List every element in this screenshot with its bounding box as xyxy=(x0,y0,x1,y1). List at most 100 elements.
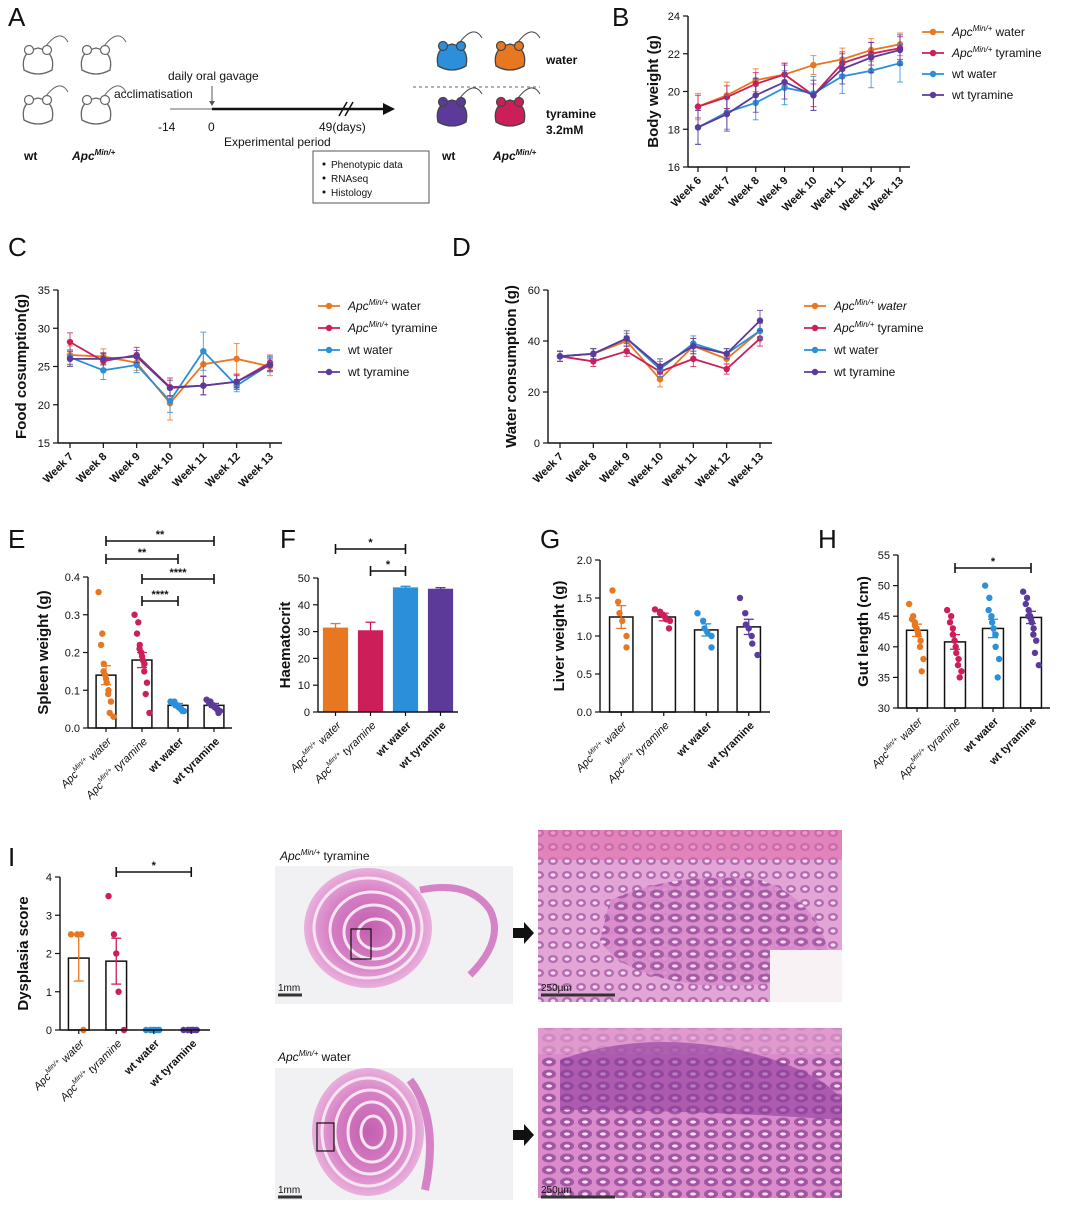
legend-swatch-dot xyxy=(811,302,819,310)
arrow-icon-top xyxy=(513,922,534,944)
bar xyxy=(608,616,634,713)
y-tick-label: 2.0 xyxy=(577,555,592,567)
data-point xyxy=(95,588,102,596)
mouse-ear xyxy=(41,94,53,106)
series-point xyxy=(133,361,140,369)
y-tick-label: 40 xyxy=(528,336,540,348)
histology-images: ApcMin/+ tyramine 1mm 250µm ApcMin/+ water xyxy=(275,830,842,1200)
data-point xyxy=(105,690,112,698)
zoom-region-top xyxy=(350,928,372,960)
apc-label: ApcMin/+ xyxy=(71,148,116,163)
mice-right-group xyxy=(436,31,541,127)
data-point xyxy=(956,674,963,681)
outcome-bullet xyxy=(322,190,326,194)
y-tick-label: 0.2 xyxy=(65,648,80,660)
histology-high-top xyxy=(538,830,842,1002)
y-tick-label: 10 xyxy=(298,680,310,692)
y-tick-label: 1 xyxy=(46,987,52,999)
legend-swatch-dot xyxy=(325,302,333,310)
data-point xyxy=(133,630,141,637)
legend-body-weight: ApcMin/+ water ApcMin/+ tyramine wt water wt … xyxy=(922,24,1042,102)
data-point xyxy=(99,630,106,637)
data-point xyxy=(916,643,924,650)
panel-letter-b: B xyxy=(612,2,629,32)
data-point xyxy=(666,617,674,624)
legend-swatch-dot xyxy=(929,70,937,78)
mouse-ear xyxy=(455,40,467,52)
y-tick-label: 30 xyxy=(38,323,50,335)
gut-length-chart: 30 35 40 45 50 55 ApcMin/+waterApcMin/+tyramin… xyxy=(855,550,1050,782)
scale-text-low-top: 1mm xyxy=(278,983,300,994)
y-tick-label: 20 xyxy=(668,87,680,99)
significance-label: * xyxy=(991,556,996,568)
outcome-bullet xyxy=(322,176,326,180)
bar xyxy=(392,587,419,712)
data-point xyxy=(920,655,927,663)
spleen-weight-chart: 0.0 0.1 0.2 0.3 0.4 ApcMin/+waterApcMin/+tyra… xyxy=(35,529,232,802)
data-point xyxy=(995,655,1003,663)
y-tick-label: 24 xyxy=(668,11,680,23)
x-tick-label: Week 7 xyxy=(698,175,733,210)
data-point xyxy=(135,619,142,626)
y-tick-label: 0 xyxy=(46,1025,52,1037)
data-point xyxy=(990,625,997,632)
y-tick-label: 45 xyxy=(878,611,890,623)
outcome-bullet xyxy=(322,162,326,166)
data-point xyxy=(1023,594,1031,602)
y-tick-label: 1.5 xyxy=(577,593,592,605)
mouse-wt-top-icon xyxy=(22,35,69,75)
outcome-item: Histology xyxy=(331,188,372,199)
panel-letter-c: C xyxy=(8,232,27,262)
data-point xyxy=(105,892,112,900)
data-point xyxy=(215,709,222,717)
timeline-break-2 xyxy=(344,101,354,117)
arrow-icon-bottom xyxy=(513,1124,534,1146)
y-tick-label: 18 xyxy=(668,124,680,136)
y-tick-label: 0.5 xyxy=(577,669,592,681)
data-point xyxy=(78,931,85,938)
panel-letter-f: F xyxy=(280,524,296,554)
data-point xyxy=(988,613,995,620)
y-axis-title: Food cosumption(g) xyxy=(13,294,30,439)
mouse-ear xyxy=(513,40,525,52)
data-point xyxy=(905,600,913,608)
mouse-tail xyxy=(459,87,483,99)
series-point xyxy=(623,348,630,355)
x-tick-label: Week 10 xyxy=(137,451,176,490)
data-point xyxy=(949,631,957,638)
mouse-ear xyxy=(23,94,35,106)
timeline-break-1 xyxy=(338,101,348,117)
group-label: wt water xyxy=(674,719,715,760)
series-point xyxy=(100,367,107,374)
data-point xyxy=(110,713,117,720)
data-point xyxy=(113,950,120,957)
data-point xyxy=(107,698,115,705)
series-point xyxy=(781,78,788,86)
y-tick-label: 0.3 xyxy=(65,610,80,622)
panel-letter-d: D xyxy=(452,232,471,262)
series-point xyxy=(133,353,140,360)
data-point xyxy=(1025,606,1032,614)
data-point xyxy=(958,668,965,675)
y-axis-title: Body weight (g) xyxy=(645,35,662,148)
y-tick-label: 1.0 xyxy=(577,631,592,643)
apc-label-right: ApcMin/+ xyxy=(492,148,537,163)
mouse-ear xyxy=(455,96,467,108)
x-tick-label: Week 12 xyxy=(693,451,732,490)
series-point xyxy=(233,378,240,385)
series-point xyxy=(166,397,174,405)
legend-swatch-dot xyxy=(325,324,333,332)
mouse-ear xyxy=(81,94,93,106)
series-point xyxy=(200,348,207,355)
panel-letter-i: I xyxy=(8,842,15,872)
series-point xyxy=(810,92,817,99)
series-point xyxy=(590,350,597,357)
legend-entry: ApcMin/+ water xyxy=(347,298,421,313)
x-tick-label: Week 12 xyxy=(203,451,242,490)
mouse-ear xyxy=(437,40,449,52)
data-point xyxy=(694,610,701,617)
data-point xyxy=(918,668,925,675)
